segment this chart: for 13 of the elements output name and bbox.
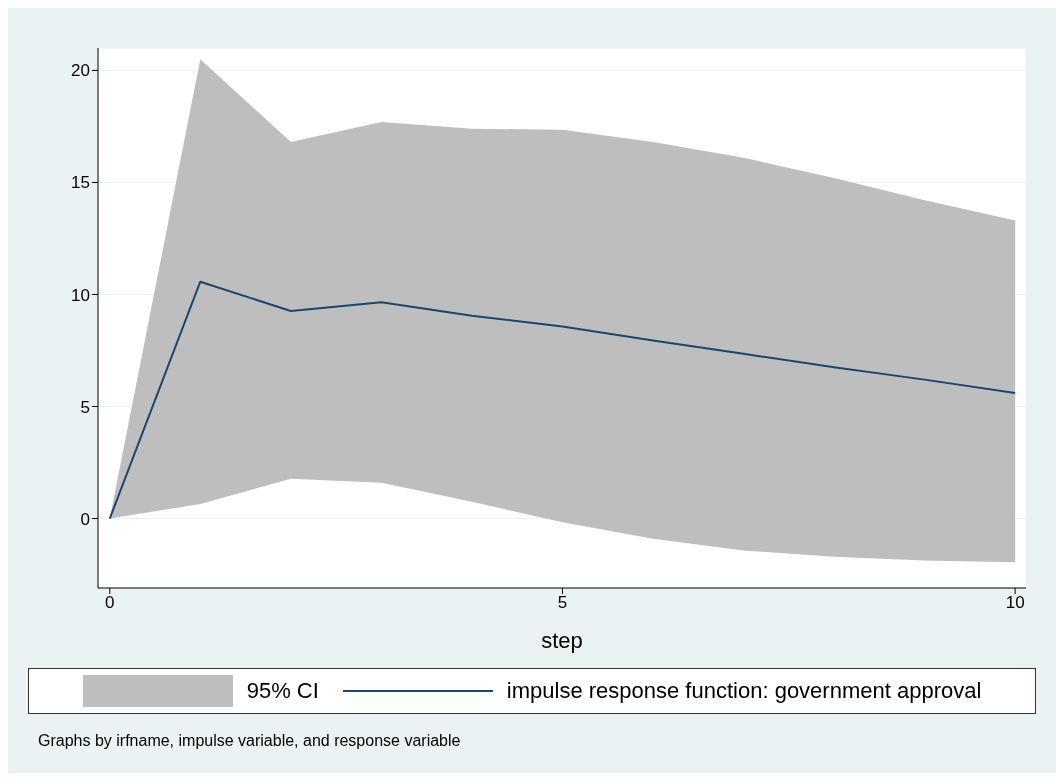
x-tick-label: 5 [557, 593, 568, 613]
x-tick-label: 10 [1005, 593, 1025, 613]
y-tick-label: 10 [71, 285, 90, 305]
text: Graphs by irfname, impulse variable, and response variable [38, 732, 462, 750]
line-series [108, 280, 1017, 520]
text: impulse response function: government approval [506, 678, 982, 704]
x-tick-label: 0 [105, 593, 115, 613]
y-tick-label: 5 [80, 397, 90, 417]
x-axis-title: step [541, 628, 583, 653]
y-tick-label: 20 [71, 61, 90, 81]
text: 95% CI [246, 678, 319, 704]
y-tick-label: 0 [80, 509, 90, 529]
y-tick-label: 15 [71, 173, 90, 193]
